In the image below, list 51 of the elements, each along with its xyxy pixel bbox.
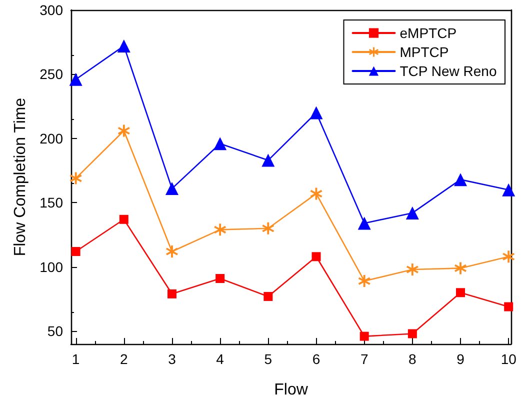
point	[167, 289, 176, 298]
point	[454, 173, 468, 186]
point	[310, 188, 322, 200]
x-tick-label: 5	[264, 351, 272, 367]
point	[214, 224, 226, 236]
x-tick-label: 2	[120, 351, 128, 367]
point	[408, 329, 417, 338]
point	[454, 262, 467, 274]
legend-label: eMPTCP	[400, 25, 457, 41]
point	[216, 274, 225, 283]
point	[166, 246, 178, 258]
point	[358, 275, 370, 288]
x-tick-label: 4	[216, 351, 224, 367]
point	[406, 206, 419, 220]
point	[406, 263, 418, 276]
point	[358, 216, 371, 230]
point	[456, 288, 466, 298]
point	[312, 252, 321, 262]
y-tick-label: 200	[40, 130, 64, 146]
y-tick-label: 250	[40, 66, 64, 82]
x-tick-label: 6	[312, 351, 320, 367]
x-tick-label: 8	[408, 351, 417, 367]
point	[310, 106, 323, 120]
legend-label: TCP New Reno	[400, 63, 497, 79]
point	[262, 154, 275, 167]
point	[70, 172, 82, 184]
point	[119, 214, 128, 224]
point	[502, 183, 516, 196]
point	[165, 182, 178, 196]
point	[262, 222, 274, 234]
point	[214, 137, 227, 150]
point	[502, 250, 515, 263]
point	[117, 39, 130, 52]
y-tick-label: 100	[40, 258, 64, 275]
x-tick-label: 1	[72, 351, 80, 367]
x-tick-label: 10	[500, 351, 517, 367]
point	[360, 332, 369, 341]
y-axis-title: Flow Completion Time	[12, 98, 30, 256]
point	[71, 247, 80, 256]
y-tick-label: 50	[47, 323, 64, 340]
y-tick-label: 150	[40, 194, 64, 211]
point	[118, 124, 130, 137]
x-tick-label: 7	[360, 351, 368, 367]
x-axis-title: Flow	[274, 382, 308, 398]
point	[264, 292, 273, 301]
x-tick-label: 3	[168, 351, 176, 367]
point	[504, 302, 514, 312]
y-tick-label: 300	[40, 2, 64, 18]
legend-label: MPTCP	[400, 44, 449, 60]
point	[69, 72, 82, 86]
x-tick-label: 9	[456, 351, 465, 367]
